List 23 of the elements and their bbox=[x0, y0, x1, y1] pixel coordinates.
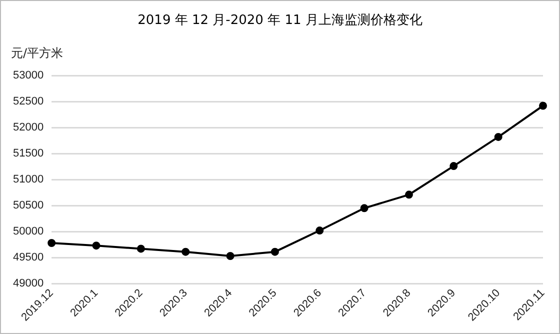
chart-title: 2019 年 12 月-2020 年 11 月上海监测价格变化 bbox=[136, 12, 424, 29]
y-tick-label: 52500 bbox=[12, 96, 44, 108]
point bbox=[539, 102, 547, 110]
point bbox=[226, 252, 234, 260]
y-tick-label: 49000 bbox=[12, 278, 44, 290]
y-tick-label: 53000 bbox=[12, 70, 44, 82]
point bbox=[404, 190, 413, 199]
y-axis-title: 元/平方米 bbox=[11, 45, 64, 62]
point bbox=[92, 242, 100, 250]
point bbox=[182, 248, 190, 256]
point bbox=[270, 248, 279, 256]
point bbox=[360, 204, 368, 212]
y-tick-label: 50000 bbox=[12, 226, 44, 238]
y-tick-label: 50500 bbox=[12, 200, 44, 212]
y-tick-label: 49500 bbox=[12, 252, 44, 264]
point bbox=[450, 162, 458, 170]
point bbox=[494, 132, 502, 141]
y-tick-label: 52000 bbox=[12, 122, 44, 134]
point bbox=[136, 244, 145, 253]
y-tick-label: 51500 bbox=[12, 148, 44, 160]
y-tick-label: 51000 bbox=[12, 174, 44, 186]
point bbox=[316, 226, 324, 235]
point bbox=[48, 239, 56, 247]
